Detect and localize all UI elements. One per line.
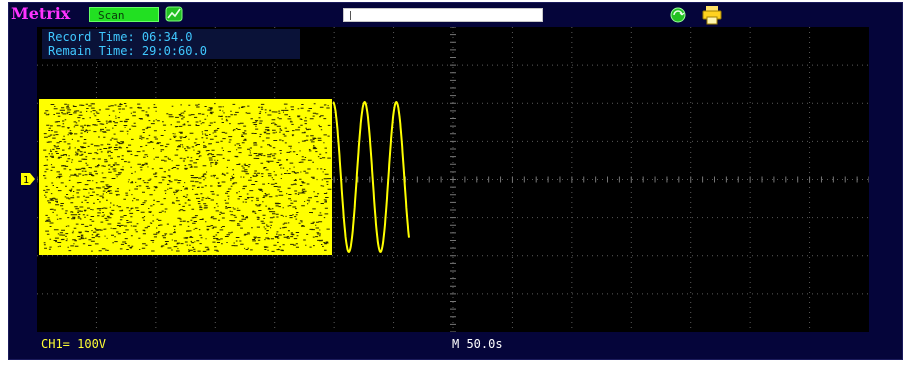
top-text-field[interactable] [343,8,543,22]
printer-icon[interactable] [701,5,723,25]
channel-1-scale: CH1= 100V [41,337,107,351]
scan-mode-button[interactable]: Scan [89,7,159,22]
record-time-text: Record Time: 06:34.0 [48,30,193,44]
trend-icon[interactable] [165,6,183,22]
timebase-label: M 50.0s [452,337,503,351]
top-bar: Metrix Scan [9,3,904,27]
instrument-frame: Metrix Scan Record Time: 06:34.0 Remain … [8,2,903,360]
channel-1-marker[interactable]: 1 [21,173,35,185]
dense-signal-texture [43,103,332,252]
recorder-icon[interactable] [669,7,687,23]
waveform-svg [37,27,869,332]
remain-time-text: Remain Time: 29:0:60.0 [48,44,207,58]
sine-signal-segment [332,100,410,254]
dense-signal-band [39,99,332,255]
waveform-display [37,27,869,332]
channel-1-trace [39,99,410,255]
channel-1-marker-label: 1 [23,175,29,185]
brand-logo: Metrix [11,4,71,23]
record-info-panel: Record Time: 06:34.0 Remain Time: 29:0:6… [42,29,300,59]
